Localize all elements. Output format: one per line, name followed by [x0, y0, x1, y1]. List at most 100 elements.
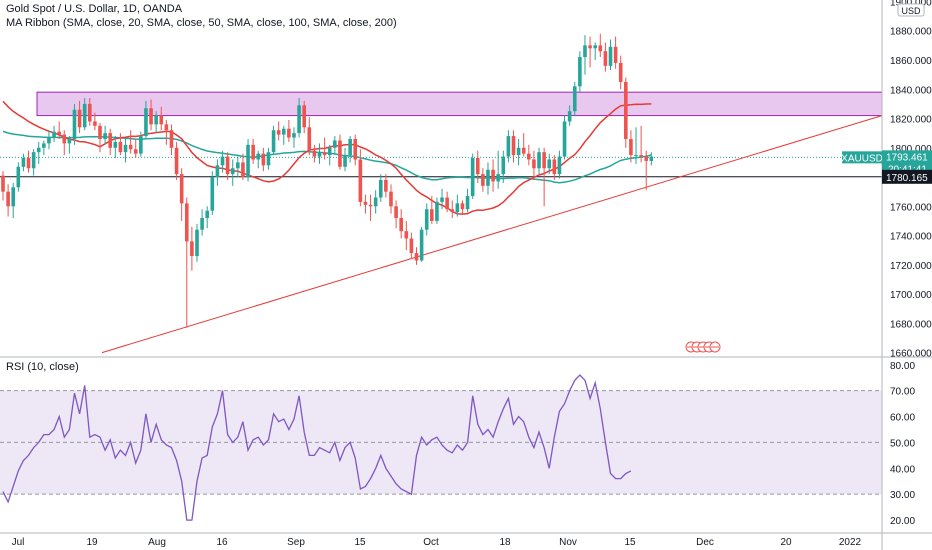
candle-body — [276, 130, 281, 135]
candle-body — [241, 162, 245, 178]
candle-body — [118, 141, 123, 153]
ascending-trendline — [101, 115, 883, 354]
candle-body — [567, 111, 572, 122]
candle-body — [389, 191, 393, 207]
price-tick-label: 1760.000 — [890, 202, 932, 213]
candle-body — [353, 138, 358, 160]
candle-body — [394, 206, 398, 219]
candle-body — [93, 121, 97, 126]
candle-body — [302, 105, 306, 128]
candle-body — [292, 133, 296, 138]
candle-body — [230, 168, 235, 175]
candle-body — [593, 45, 597, 49]
time-tick-label: Dec — [696, 537, 714, 548]
price-tick-label: 1660.000 — [890, 349, 932, 360]
price-tick-label: 1740.000 — [890, 232, 932, 243]
candle-body — [414, 253, 419, 261]
rsi-legend[interactable]: RSI (10, close) — [6, 361, 79, 373]
candle-body — [205, 210, 209, 219]
candle-body — [317, 152, 322, 157]
rsi-tick-label: 40.00 — [890, 464, 915, 475]
candle-body — [542, 152, 546, 169]
candle-body — [333, 140, 337, 148]
price-tick-label: 1820.000 — [890, 115, 932, 126]
candle-body — [445, 197, 449, 210]
symbol-tag — [842, 151, 882, 164]
candle-body — [460, 203, 465, 210]
time-tick-label: Aug — [148, 537, 166, 548]
candle-body — [251, 144, 255, 160]
candle-body — [62, 134, 67, 144]
candle-body — [343, 155, 347, 167]
candle-body — [424, 209, 429, 230]
candle-body — [281, 128, 286, 135]
candle-body — [613, 46, 618, 63]
candle-body — [572, 86, 577, 112]
candle-body — [358, 159, 363, 202]
price-tick-label: 1700.000 — [890, 290, 932, 301]
candle-body — [195, 229, 199, 257]
candle-body — [409, 238, 414, 254]
candle-body — [465, 196, 470, 210]
candle-body — [108, 133, 113, 148]
candle-body — [598, 45, 603, 52]
candle-body — [557, 156, 562, 175]
candle-body — [16, 166, 21, 188]
candle-body — [184, 203, 189, 242]
price-tick-label: 1840.000 — [890, 85, 932, 96]
level-label: 1780.165 — [886, 173, 928, 184]
candle-body — [338, 140, 342, 167]
candle-body — [399, 218, 403, 232]
candle-body — [200, 218, 204, 230]
ma-ribbon-legend[interactable]: MA Ribbon (SMA, close, 20, SMA, close, 5… — [6, 17, 397, 29]
time-tick-label: 16 — [216, 537, 228, 548]
candle-body — [103, 133, 107, 139]
candle-body — [225, 156, 230, 175]
rsi-tick-label: 70.00 — [890, 387, 915, 398]
candle-body — [42, 143, 46, 148]
candle-body — [87, 103, 92, 122]
time-tick-label: 19 — [86, 537, 98, 548]
candle-body — [139, 136, 143, 154]
time-tick-label: 20 — [780, 537, 792, 548]
candle-body — [378, 179, 383, 198]
symbol-title[interactable]: Gold Spot / U.S. Dollar, 1D, OANDA — [6, 3, 183, 15]
candle-body — [419, 229, 424, 261]
trendline-group — [0, 115, 883, 354]
candle-body — [287, 128, 291, 138]
candle-body — [481, 174, 485, 186]
candle-body — [348, 138, 352, 156]
candle-body — [11, 187, 16, 207]
candle-body — [475, 158, 480, 175]
candle-body — [190, 241, 194, 257]
candle-body — [123, 144, 128, 153]
candle-body — [6, 191, 10, 207]
candle-body — [154, 115, 158, 125]
candle-body — [363, 201, 368, 205]
candle-body — [384, 179, 388, 192]
rsi-panel — [0, 374, 882, 521]
candle-body — [639, 155, 643, 157]
candle-body — [644, 156, 649, 161]
candle-body — [547, 159, 552, 169]
candle-body — [164, 124, 169, 131]
candle-body — [47, 137, 51, 144]
candle-body — [624, 81, 628, 139]
candle-body — [486, 169, 490, 186]
candle-body — [297, 105, 301, 134]
candle-body — [307, 127, 312, 151]
candle-body — [516, 147, 521, 156]
candle-body — [532, 159, 536, 169]
candle-body — [169, 130, 174, 148]
candle-body — [511, 136, 516, 156]
candle-body — [261, 153, 266, 166]
time-tick-label: 15 — [354, 537, 366, 548]
rsi-tick-label: 20.00 — [890, 516, 915, 527]
candle-body — [266, 152, 271, 166]
candle-body — [256, 153, 261, 160]
price-tick-label: 1720.000 — [890, 261, 932, 272]
candle-body — [246, 144, 250, 178]
candle-body — [552, 159, 557, 175]
